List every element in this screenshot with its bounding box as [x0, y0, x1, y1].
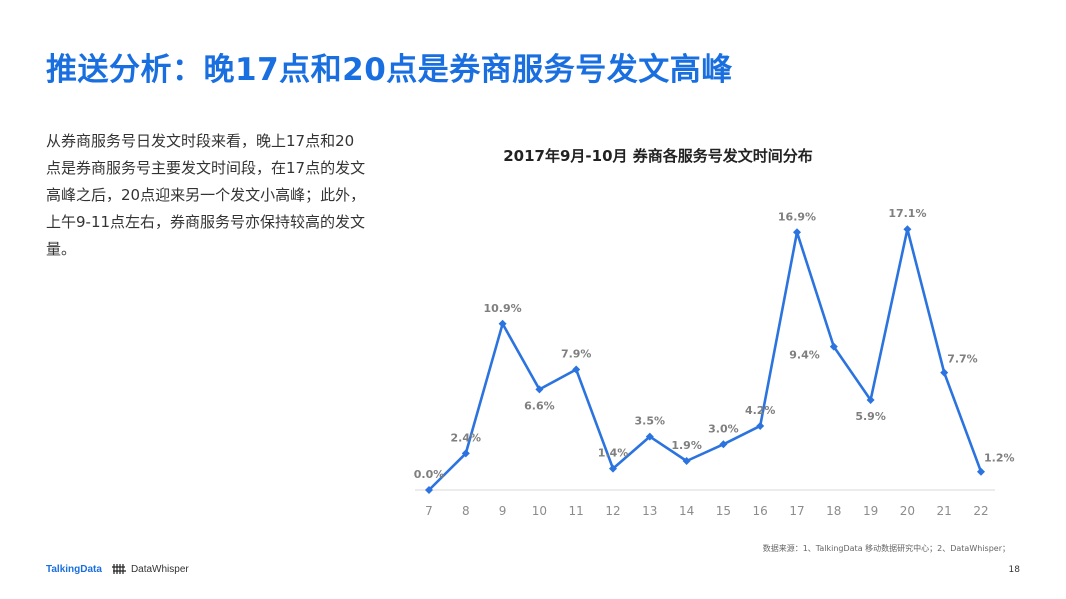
data-point	[535, 385, 544, 394]
data-label: 3.5%	[635, 415, 666, 428]
x-tick-label: 14	[679, 504, 694, 518]
source-note: 数据来源：1、TalkingData 移动数据研究中心；2、DataWhispe…	[762, 544, 1010, 553]
x-tick-label: 12	[605, 504, 620, 518]
data-point	[609, 464, 617, 473]
talkingdata-logo: TalkingData	[46, 563, 102, 575]
x-tick-label: 17	[789, 504, 804, 518]
x-tick-label: 20	[900, 504, 915, 518]
series-line	[428, 227, 983, 491]
page-number: 18	[1008, 565, 1020, 575]
footer-logos: TalkingData DataWhisper	[46, 563, 189, 575]
data-point	[793, 228, 801, 237]
data-label: 1.4%	[598, 447, 629, 460]
data-point	[866, 396, 875, 405]
data-label: 10.9%	[484, 302, 522, 315]
description-text: 从券商服务号日发文时段来看，晚上17点和20点是券商服务号主要发文时间段，在17…	[46, 132, 366, 258]
datawhisper-logo-text: DataWhisper	[130, 563, 189, 575]
data-label: 2.4%	[451, 431, 482, 444]
data-point	[940, 368, 949, 377]
x-tick-label: 10	[532, 504, 547, 518]
data-point	[719, 440, 728, 449]
data-point	[903, 225, 912, 234]
data-label: 4.2%	[745, 404, 776, 417]
data-label: 3.0%	[708, 422, 739, 435]
x-tick-label: 8	[462, 504, 470, 518]
data-label: 9.4%	[789, 349, 820, 362]
datawhisper-logo: DataWhisper	[111, 563, 189, 575]
x-tick-label: 21	[937, 504, 952, 518]
data-point	[572, 365, 581, 374]
data-point	[461, 449, 470, 458]
data-label: 7.7%	[947, 353, 978, 366]
data-point	[756, 421, 765, 430]
data-point	[645, 432, 654, 441]
data-label: 1.9%	[671, 439, 702, 452]
datawhisper-mark-icon	[111, 564, 126, 574]
x-tick-label: 15	[716, 504, 731, 518]
data-point	[977, 467, 985, 476]
data-point	[829, 342, 838, 351]
data-point	[682, 457, 691, 466]
x-tick-label: 13	[642, 504, 657, 518]
x-tick-label: 19	[863, 504, 878, 518]
data-label: 5.9%	[855, 410, 886, 423]
data-point	[498, 319, 507, 328]
chart-title: 2017年9月-10月 券商各服务号发文时间分布	[503, 147, 813, 165]
page-title: 推送分析：晚17点和20点是券商服务号发文高峰	[46, 52, 733, 88]
data-label: 6.6%	[524, 399, 555, 412]
data-label: 0.0%	[414, 468, 445, 481]
x-tick-label: 22	[973, 504, 988, 518]
x-tick-label: 11	[569, 504, 584, 518]
data-label: 7.9%	[561, 348, 592, 361]
x-tick-label: 7	[425, 504, 433, 518]
x-tick-label: 18	[826, 504, 841, 518]
data-label: 17.1%	[888, 207, 926, 220]
data-point	[425, 486, 433, 494]
x-tick-label: 16	[753, 504, 768, 518]
x-tick-label: 9	[499, 504, 507, 518]
data-label: 16.9%	[778, 210, 816, 223]
data-label: 1.2%	[984, 452, 1015, 465]
